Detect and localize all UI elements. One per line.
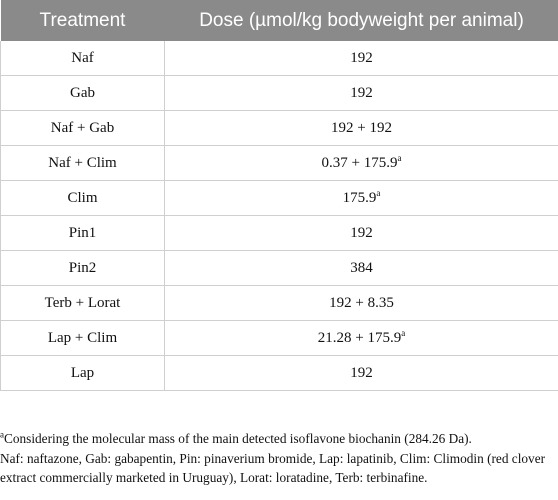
dose-value: 192: [350, 84, 373, 101]
table-row: Lap 192: [0, 355, 558, 391]
dose-value: 384: [350, 259, 373, 276]
table-body: Naf 192 Gab 192 Naf + Gab 192 + 192 Naf + Clim…: [0, 41, 558, 391]
treatment-cell: Lap + Clim: [0, 320, 165, 356]
treatment-cell: Gab: [0, 75, 165, 111]
dose-cell: 192: [164, 355, 558, 391]
dose-cell: 175.9a: [164, 180, 558, 216]
dose-value: 0.37 + 175.9: [321, 154, 398, 171]
dose-footnote-marker: a: [397, 152, 402, 163]
table-row: Terb + Lorat 192 + 8.35: [0, 285, 558, 321]
footnote-a: aConsidering the molecular mass of the m…: [0, 429, 558, 449]
table-row: Gab 192: [0, 75, 558, 111]
dose-footnote-marker: a: [376, 187, 381, 198]
table-header: Treatment Dose (µmol/kg bodyweight per a…: [0, 0, 558, 41]
dose-cell: 21.28 + 175.9a: [164, 320, 558, 356]
treatment-cell: Lap: [0, 355, 165, 391]
table-row: Pin2 384: [0, 250, 558, 286]
dose-cell: 384: [164, 250, 558, 286]
treatment-cell: Naf: [0, 41, 165, 76]
treatment-cell: Clim: [0, 180, 165, 216]
dose-cell: 0.37 + 175.9a: [164, 145, 558, 181]
table-row: Naf + Gab 192 + 192: [0, 110, 558, 146]
footnote-abbreviations: Naf: naftazone, Gab: gabapentin, Pin: pi…: [0, 450, 546, 486]
header-dose: Dose (µmol/kg bodyweight per animal): [164, 0, 558, 41]
dose-value: 192 + 8.35: [329, 294, 394, 311]
dose-value: 192 + 192: [331, 119, 392, 136]
footnote-a-text: Considering the molecular mass of the ma…: [4, 431, 472, 446]
table-row: Clim 175.9a: [0, 180, 558, 216]
dose-value: 192: [350, 224, 373, 241]
table-footnotes: aConsidering the molecular mass of the m…: [0, 429, 558, 488]
dose-footnote-marker: a: [401, 327, 406, 338]
table-row: Naf 192: [0, 41, 558, 76]
table-row: Pin1 192: [0, 215, 558, 251]
table-row: Naf + Clim 0.37 + 175.9a: [0, 145, 558, 181]
dose-value: 192: [350, 49, 373, 66]
treatment-cell: Naf + Gab: [0, 110, 165, 146]
treatment-cell: Pin1: [0, 215, 165, 251]
table-row: Lap + Clim 21.28 + 175.9a: [0, 320, 558, 356]
dose-cell: 192: [164, 215, 558, 251]
dose-value: 21.28 + 175.9: [317, 329, 402, 346]
treatment-cell: Naf + Clim: [0, 145, 165, 181]
dose-cell: 192 + 8.35: [164, 285, 558, 321]
header-row: Treatment Dose (µmol/kg bodyweight per a…: [0, 0, 558, 41]
dose-table: Treatment Dose (µmol/kg bodyweight per a…: [0, 0, 558, 391]
dose-cell: 192: [164, 75, 558, 111]
header-treatment: Treatment: [0, 0, 165, 41]
dose-value: 175.9: [342, 189, 377, 206]
treatment-cell: Pin2: [0, 250, 165, 286]
dose-cell: 192: [164, 41, 558, 76]
treatment-cell: Terb + Lorat: [0, 285, 165, 321]
dose-cell: 192 + 192: [164, 110, 558, 146]
dose-value: 192: [350, 364, 373, 381]
footnote-marker: a: [0, 429, 4, 440]
